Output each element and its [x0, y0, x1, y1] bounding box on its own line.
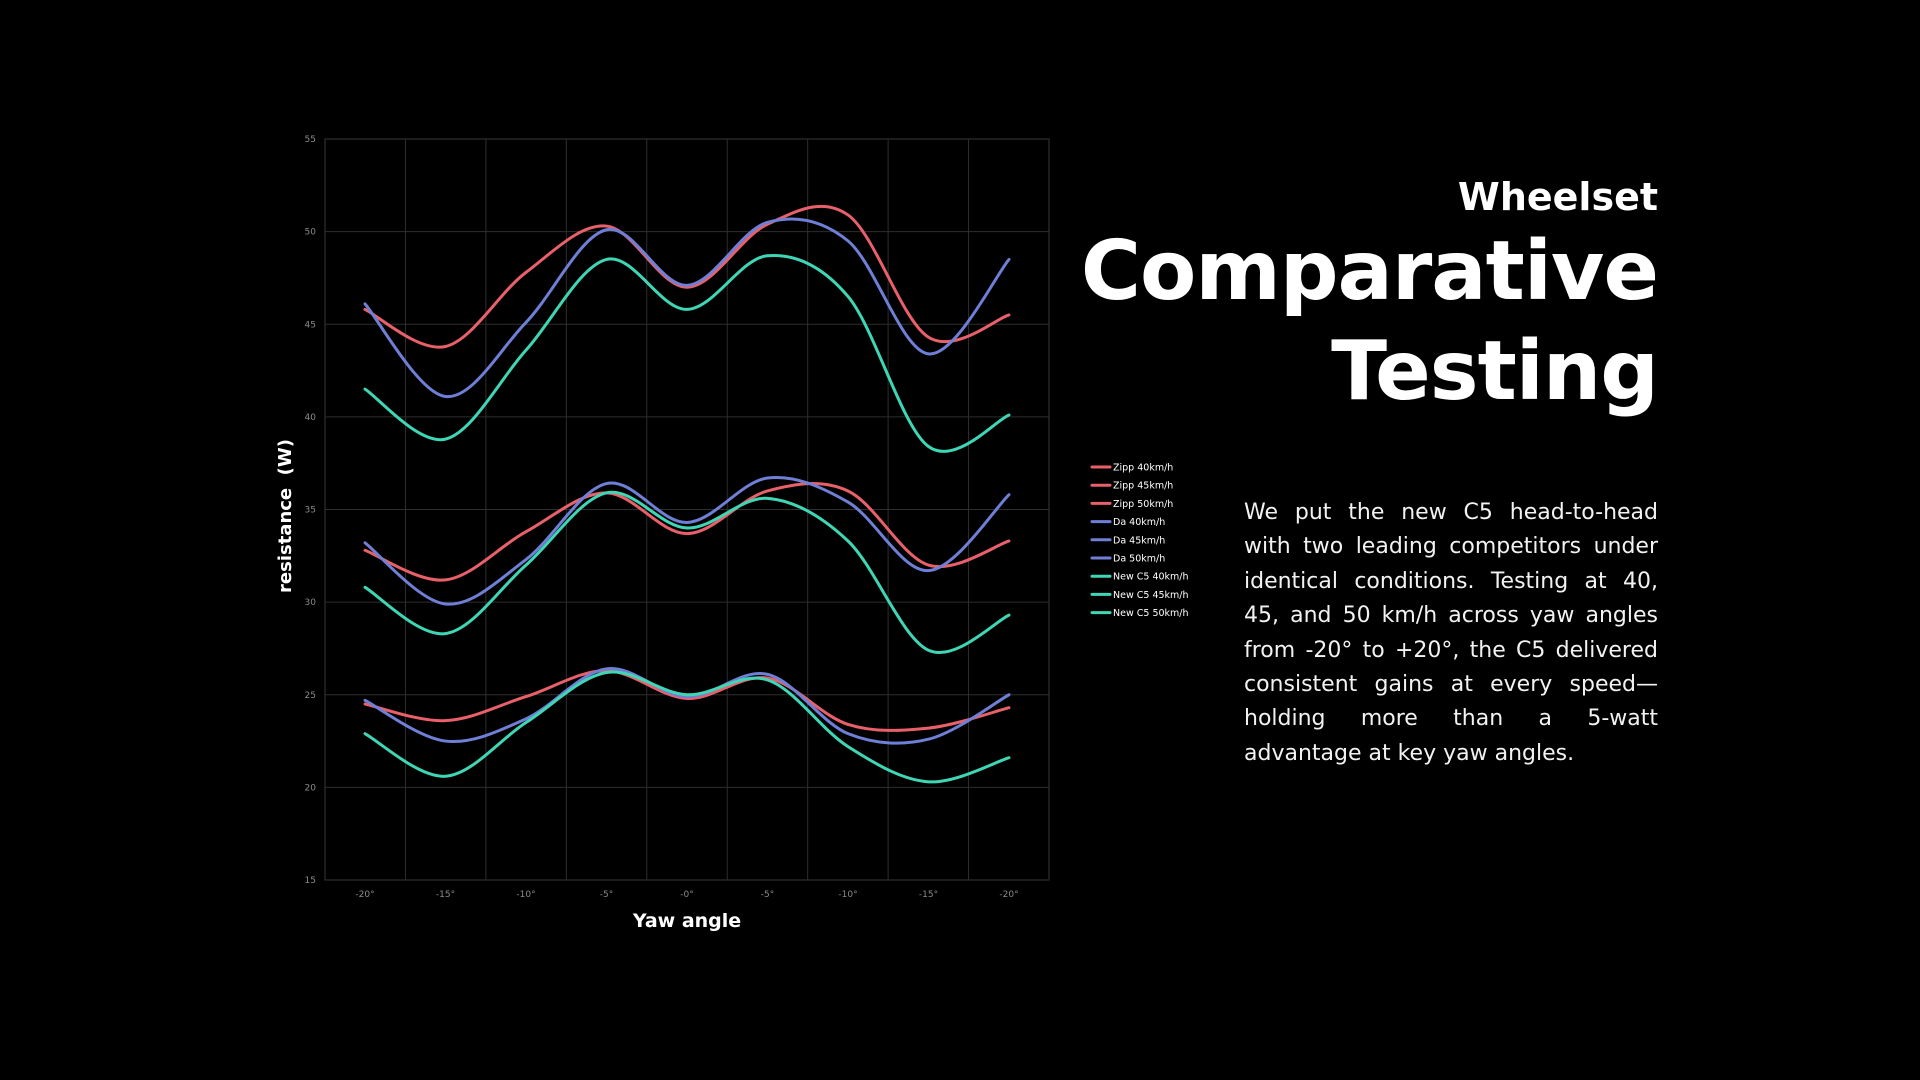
- series-line-new-c5-45km-h: [363, 490, 1011, 654]
- chart-legend: Zipp 40km/h Zipp 45km/h Zipp 50km/h Da 40km…: [1090, 463, 1189, 619]
- legend-label: Zipp 50km/h: [1113, 499, 1173, 510]
- legend-label: Zipp 40km/h: [1113, 463, 1173, 474]
- series-line-zipp-50km-h: [363, 204, 1011, 349]
- legend-label: Da 40km/h: [1113, 517, 1165, 528]
- x-tick-label: -15°: [919, 890, 938, 900]
- series-line-da-45km-h: [363, 475, 1011, 606]
- series-line-new-c5-40km-h: [363, 670, 1011, 784]
- x-axis-label: Yaw angle: [632, 910, 741, 932]
- y-tick-label: 15: [305, 876, 316, 886]
- legend-label: Da 50km/h: [1113, 554, 1165, 565]
- y-tick-label: 30: [305, 598, 317, 608]
- series-line-zipp-45km-h: [363, 482, 1011, 582]
- legend-label: New C5 45km/h: [1113, 590, 1189, 601]
- heading-title-line1: Comparative: [1080, 224, 1659, 319]
- chart-grid: [324, 138, 1050, 881]
- heading-block: Wheelset Comparative Testing: [958, 172, 1659, 422]
- series-line-zipp-40km-h: [363, 669, 1011, 732]
- x-tick-label: -20°: [999, 890, 1018, 900]
- y-tick-label: 40: [305, 413, 317, 423]
- series-line-da-40km-h: [363, 667, 1011, 745]
- y-tick-label: 45: [305, 320, 316, 330]
- chart-series: [363, 204, 1011, 784]
- legend-label: New C5 40km/h: [1113, 572, 1189, 583]
- series-line-da-50km-h: [363, 217, 1011, 399]
- y-tick-label: 55: [305, 135, 316, 145]
- x-tick-label: -10°: [838, 890, 857, 900]
- x-tick-label: -20°: [355, 890, 374, 900]
- y-tick-label: 20: [305, 783, 317, 793]
- description-text: We put the new C5 head-to-head with two …: [1244, 500, 1658, 766]
- y-tick-label: 35: [305, 506, 316, 516]
- x-tick-label: -5°: [761, 890, 774, 900]
- x-tick-label: -5°: [600, 890, 613, 900]
- y-tick-label: 25: [305, 691, 316, 701]
- x-axis-ticks: -20° -15° -10° -5° -0° -5° -10° -15° -20°: [355, 890, 1018, 900]
- x-tick-label: -10°: [516, 890, 535, 900]
- y-axis-ticks: 15 20 25 30 35 40 45 50 55: [305, 135, 317, 886]
- y-axis-label: resistance (W): [275, 439, 296, 593]
- y-tick-label: 50: [305, 228, 317, 238]
- legend-label: Da 45km/h: [1113, 535, 1165, 546]
- x-tick-label: -0°: [680, 890, 693, 900]
- series-line-new-c5-50km-h: [363, 253, 1011, 453]
- legend-label: New C5 50km/h: [1113, 608, 1189, 619]
- legend-label: Zipp 45km/h: [1113, 481, 1173, 492]
- heading-subtitle: Wheelset: [1457, 175, 1658, 219]
- heading-title-line2: Testing: [1331, 324, 1659, 419]
- x-tick-label: -15°: [436, 890, 455, 900]
